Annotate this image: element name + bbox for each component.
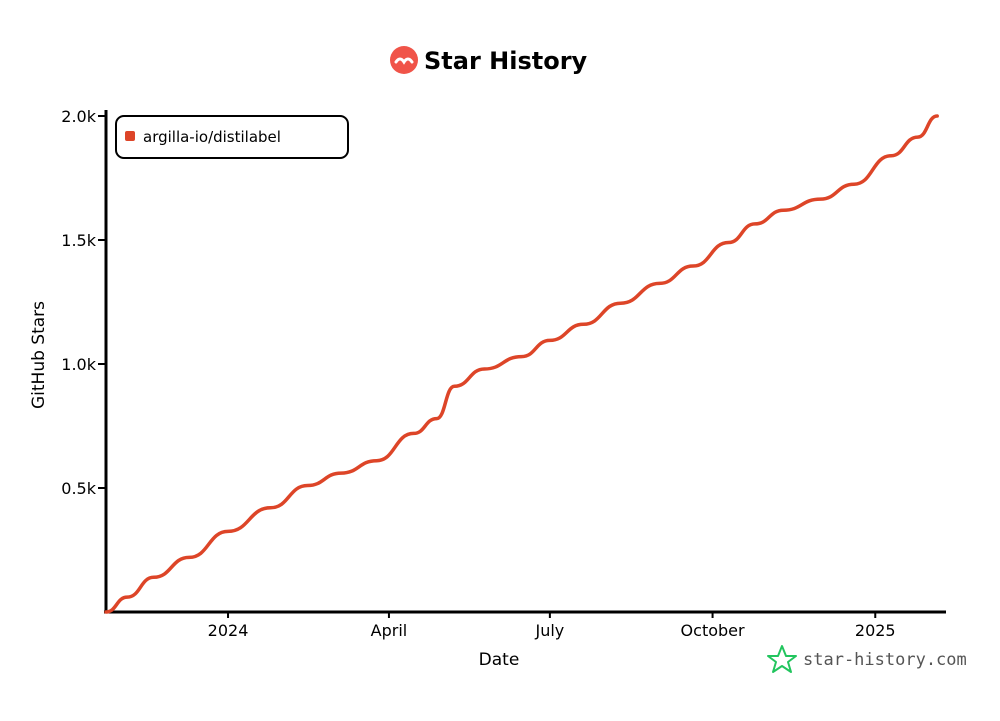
star-icon <box>767 645 797 673</box>
x-tick-group: 2024 April July October 2025 <box>208 612 896 640</box>
x-tick-label: July <box>534 621 564 640</box>
y-tick-group: 0.5k 1.0k 1.5k 2.0k <box>61 107 106 498</box>
y-tick-label: 1.0k <box>61 355 96 374</box>
chart-title-group: Star History <box>390 46 588 75</box>
legend-swatch <box>125 131 135 141</box>
watermark-text: star-history.com <box>803 650 967 670</box>
watermark: star-history.com <box>767 645 967 673</box>
x-tick-label: April <box>371 621 408 640</box>
y-tick-label: 0.5k <box>61 479 96 498</box>
series-layer <box>104 114 939 614</box>
x-axis-label: Date <box>479 650 520 670</box>
legend-box <box>115 115 349 159</box>
legend-label: argilla-io/distilabel <box>143 128 281 146</box>
series-line-argilla-io-distilabel <box>104 114 939 614</box>
y-axis-label: GitHub Stars <box>29 301 49 409</box>
x-tick-label: 2025 <box>855 621 896 640</box>
legend: argilla-io/distilabel <box>115 115 349 159</box>
star-history-logo-icon <box>390 46 418 74</box>
y-tick-label: 2.0k <box>61 107 96 126</box>
x-tick-label: October <box>681 621 745 640</box>
chart-title: Star History <box>424 47 588 75</box>
x-tick-label: 2024 <box>208 621 249 640</box>
y-tick-label: 1.5k <box>61 231 96 250</box>
